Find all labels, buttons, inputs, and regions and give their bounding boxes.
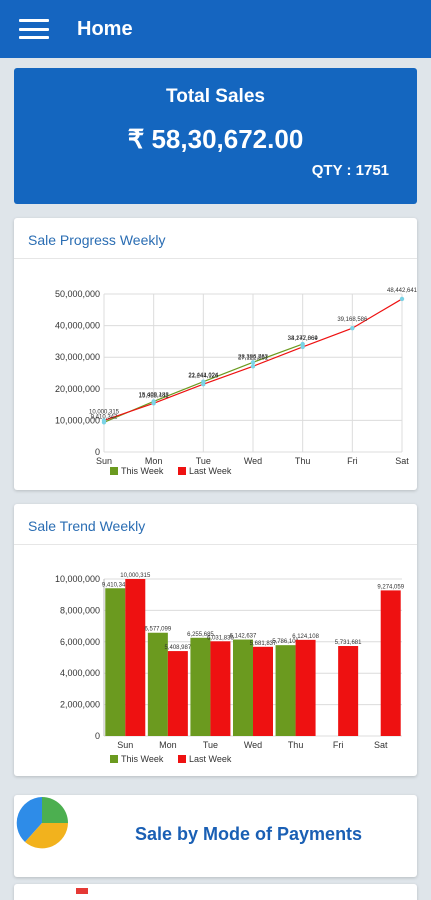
data-label: 22,244,126 <box>188 374 219 380</box>
y-tick-label: 40,000,000 <box>55 321 100 331</box>
data-label: 10,000,315 <box>89 409 120 415</box>
bar <box>295 639 316 736</box>
x-tick-label: Fri <box>347 456 358 466</box>
total-sales-amount: ₹ 58,30,672.00 <box>127 124 304 154</box>
y-tick-label: 0 <box>95 731 100 741</box>
data-point <box>201 382 206 387</box>
y-tick-label: 10,000,000 <box>55 415 100 425</box>
y-tick-label: 30,000,000 <box>55 352 100 362</box>
data-label: 15,988,441 <box>139 393 170 399</box>
data-label: 5,681,837 <box>250 641 277 647</box>
bar <box>275 645 296 736</box>
data-point <box>250 360 256 365</box>
data-label: 9,410,342 <box>102 582 129 588</box>
data-label: 39,168,586 <box>337 317 368 323</box>
legend-swatch <box>178 755 186 763</box>
y-tick-label: 2,000,000 <box>60 700 100 710</box>
total-sales-title: Total Sales <box>166 86 265 107</box>
data-label: 27,122,861 <box>238 355 269 361</box>
data-label: 6,577,099 <box>145 627 172 633</box>
data-label: 5,731,681 <box>335 640 362 646</box>
y-tick-label: 10,000,000 <box>55 574 100 584</box>
x-tick-label: Wed <box>244 740 262 750</box>
chart-icon <box>76 888 88 894</box>
next-card[interactable] <box>14 884 417 900</box>
x-tick-label: Wed <box>244 456 262 466</box>
data-label: 9,410,342 <box>91 414 118 420</box>
total-sales-qty: QTY : 1751 <box>311 162 389 179</box>
data-point <box>350 326 355 331</box>
payment-mode-card[interactable]: Sale by Mode of Payments <box>14 795 417 877</box>
data-label: 15,409,188 <box>139 392 170 398</box>
sale-trend-title: Sale Trend Weekly <box>28 518 146 534</box>
y-tick-label: 4,000,000 <box>60 668 100 678</box>
legend-swatch <box>178 467 186 475</box>
legend-swatch <box>110 467 118 475</box>
data-point <box>250 364 256 369</box>
sale-progress-title: Sale Progress Weekly <box>28 232 166 248</box>
data-point <box>300 344 305 350</box>
data-label: 10,000,315 <box>120 573 151 579</box>
x-tick-label: Sun <box>117 740 133 750</box>
legend-label: This Week <box>121 466 164 476</box>
y-tick-label: 0 <box>95 447 100 457</box>
legend-swatch <box>110 755 118 763</box>
x-tick-label: Sat <box>374 740 388 750</box>
y-tick-label: 6,000,000 <box>60 637 100 647</box>
legend-label: Last Week <box>189 754 232 764</box>
bar <box>210 641 231 736</box>
hamburger-menu-icon[interactable] <box>19 19 49 39</box>
page-title: Home <box>77 17 133 40</box>
data-label: 5,786,101 <box>272 639 299 645</box>
data-label: 33,247,069 <box>288 336 319 342</box>
data-label: 6,255,685 <box>187 632 214 638</box>
x-tick-label: Thu <box>295 456 311 466</box>
bar <box>190 637 211 736</box>
payment-mode-label: Sale by Mode of Payments <box>135 824 363 844</box>
x-tick-label: Thu <box>288 740 304 750</box>
data-label: 6,124,108 <box>292 634 319 640</box>
bar <box>105 588 126 736</box>
x-tick-label: Tue <box>203 740 218 750</box>
bar <box>233 639 253 736</box>
data-point <box>151 401 156 406</box>
bar <box>253 646 273 736</box>
data-label: 48,442,641 <box>387 288 417 294</box>
sale-trend-chart: 10,000,000 8,000,000 6,000,000 4,000,000 2,0… <box>55 573 405 764</box>
data-label: 6,142,637 <box>230 634 257 640</box>
x-tick-label: Fri <box>333 740 344 750</box>
divider <box>14 258 417 259</box>
bar <box>147 632 168 736</box>
sale-trend-card[interactable]: Sale Trend Weekly 10,000,000 8,000,000 6,0… <box>14 504 417 776</box>
data-label: 28,386,763 <box>238 354 269 360</box>
sale-progress-card[interactable]: Sale Progress Weekly 50,000,000 40,000,00… <box>14 218 417 490</box>
data-label: 34,172,864 <box>288 336 319 342</box>
app-bar: Home <box>0 0 431 58</box>
x-tick-label: Sat <box>395 456 409 466</box>
x-tick-label: Mon <box>159 740 177 750</box>
x-tick-label: Sun <box>96 456 112 466</box>
x-tick-label: Mon <box>145 456 163 466</box>
y-tick-label: 50,000,000 <box>55 289 100 299</box>
data-point <box>101 418 107 423</box>
data-label: 6,031,836 <box>207 635 234 641</box>
bar <box>125 578 146 736</box>
bar <box>380 590 401 736</box>
x-tick-label: Tue <box>196 456 211 466</box>
divider <box>14 544 417 545</box>
data-label: 21,441,024 <box>188 373 219 379</box>
total-sales-card: Total Sales ₹ 58,30,672.00 QTY : 1751 <box>14 68 417 204</box>
data-point <box>399 296 405 302</box>
bar <box>338 646 359 736</box>
legend-label: This Week <box>121 754 164 764</box>
sale-progress-chart: 50,000,000 40,000,000 30,000,000 20,000,000… <box>55 288 417 476</box>
data-label: 5,408,987 <box>165 645 192 651</box>
y-tick-label: 20,000,000 <box>55 384 100 394</box>
data-label: 9,274,059 <box>377 584 404 590</box>
bar <box>167 651 188 736</box>
legend-label: Last Week <box>189 466 232 476</box>
pie-chart-icon <box>16 797 68 849</box>
y-tick-label: 8,000,000 <box>60 605 100 615</box>
